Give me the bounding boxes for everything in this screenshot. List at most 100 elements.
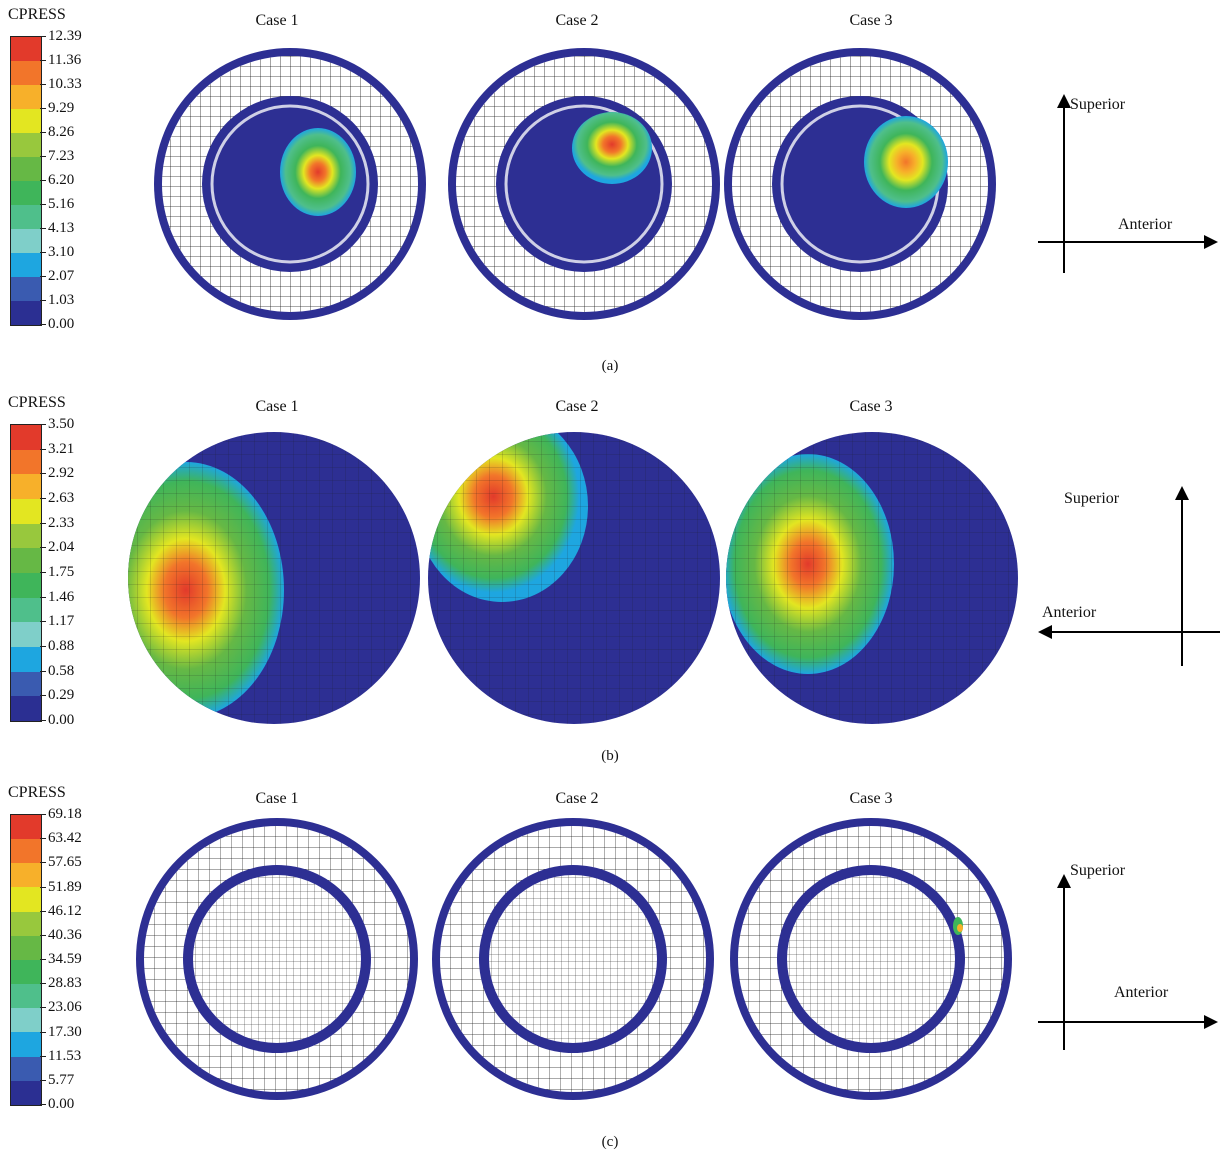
legend-tick: [40, 204, 46, 205]
legend-tick-label: 51.89: [48, 878, 82, 895]
legend-tick: [40, 300, 46, 301]
legend-tick-label: 69.18: [48, 806, 82, 822]
legend-tick: [40, 156, 46, 157]
legend-swatch: [11, 474, 41, 499]
contact-pressure-spot: [572, 112, 652, 184]
legend-tick-label: 2.33: [48, 514, 75, 531]
case-3-label: Case 3: [849, 398, 893, 415]
panel-c: CPRESS 69.18 63.42 57.65 51.89 46.12 40.36 34.…: [0, 778, 1221, 1160]
legend-swatch: [11, 425, 41, 450]
legend-tick-label: 34.59: [48, 951, 82, 967]
legend-tick-label: 63.42: [48, 830, 82, 847]
legend-swatch: [11, 181, 41, 205]
color-legend: [10, 36, 42, 326]
axis-label-superior: Superior: [1070, 862, 1126, 879]
legend-tick-label: 57.65: [48, 854, 82, 871]
legend-swatch: [11, 301, 41, 325]
legend-tick-label: 40.36: [48, 926, 82, 943]
legend-tick-label: 2.63: [48, 490, 75, 506]
legend-tick: [40, 814, 46, 815]
legend-tick: [40, 934, 46, 936]
case-3-contact-plot: [730, 818, 1012, 1100]
legend-swatch: [11, 277, 41, 301]
legend-swatch: [11, 887, 41, 912]
case-2-contact-plot: [432, 818, 714, 1100]
legend-tick: [40, 959, 46, 960]
legend-tick-label: 0.88: [48, 638, 75, 654]
legend-tick: [40, 473, 46, 475]
legend-tick-label: 46.12: [48, 902, 82, 919]
legend-tick-label: 0.00: [48, 316, 75, 332]
legend-swatch: [11, 205, 41, 229]
orientation-axes: [1038, 94, 1218, 273]
case-2-contact-plot: [448, 48, 720, 320]
color-legend: [10, 814, 42, 1106]
legend-tick-label: 5.77: [48, 1071, 75, 1088]
legend-tick: [40, 252, 46, 253]
legend-tick: [40, 547, 46, 549]
legend-tick-label: 12.39: [48, 28, 82, 44]
legend-swatch: [11, 449, 41, 475]
legend-tick: [40, 132, 46, 133]
axis-label-superior: Superior: [1070, 96, 1126, 113]
case-2-label: Case 2: [555, 12, 599, 29]
legend-tick-label: 17.30: [48, 1023, 82, 1040]
legend-tick: [40, 108, 46, 109]
legend-tick: [40, 695, 46, 697]
legend-tick: [40, 1079, 46, 1081]
legend-swatch: [11, 671, 41, 697]
legend-tick-label: 1.75: [48, 564, 75, 580]
legend-tick: [40, 621, 46, 623]
legend-tick: [40, 886, 46, 888]
axis-label-anterior: Anterior: [1042, 604, 1097, 621]
legend-tick-label: 3.21: [48, 440, 75, 457]
legend-tick: [40, 1031, 46, 1033]
legend-swatch: [11, 646, 41, 672]
legend-tick: [40, 84, 46, 85]
case-1-label: Case 1: [255, 790, 299, 807]
legend-tick-label: 0.00: [48, 1096, 75, 1112]
case-2-contact-plot: [428, 432, 720, 724]
subfigure-label: (a): [601, 358, 619, 374]
legend-swatch: [11, 935, 41, 960]
legend-tick: [40, 60, 46, 61]
legend-title: CPRESS: [8, 6, 66, 23]
legend-tick: [40, 522, 46, 524]
case-1-contact-plot: [128, 432, 420, 724]
legend-swatch: [11, 85, 41, 109]
contact-pressure-spot: [864, 116, 948, 208]
legend-tick-label: 5.16: [48, 196, 75, 212]
case-2-label: Case 2: [555, 398, 599, 415]
legend-tick: [40, 228, 46, 229]
legend-tick-label: 10.33: [48, 76, 82, 92]
legend-tick: [40, 983, 46, 985]
case-3-contact-plot: [724, 48, 996, 320]
legend-tick-label: 2.04: [48, 539, 75, 556]
legend-tick-label: 2.07: [48, 268, 75, 284]
case-3-label: Case 3: [849, 790, 893, 807]
legend-tick-label: 0.00: [48, 712, 75, 728]
legend-tick: [40, 276, 46, 277]
legend-tick: [40, 424, 46, 425]
legend-swatch: [11, 253, 41, 277]
legend-swatch: [11, 109, 41, 133]
legend-tick: [40, 670, 46, 672]
legend-tick: [40, 448, 46, 450]
legend-tick-label: 2.92: [48, 465, 75, 482]
legend-swatch: [11, 572, 41, 598]
legend-tick: [40, 1104, 46, 1105]
legend-tick-label: 4.13: [48, 220, 75, 236]
orientation-axes: [1038, 486, 1220, 666]
legend-tick-label: 7.23: [48, 148, 75, 164]
legend-swatch: [11, 37, 41, 61]
legend-tick-label: 1.17: [48, 613, 75, 630]
subfigure-label: (c): [601, 1134, 619, 1150]
legend-tick-label: 9.29: [48, 100, 75, 116]
legend-swatch: [11, 61, 41, 85]
orientation-axes: [1038, 874, 1218, 1050]
legend-swatch: [11, 1056, 41, 1081]
legend-tick: [40, 324, 46, 325]
axis-label-superior: Superior: [1064, 490, 1120, 507]
legend-swatch: [11, 157, 41, 181]
legend-tick-label: 3.10: [48, 244, 75, 260]
